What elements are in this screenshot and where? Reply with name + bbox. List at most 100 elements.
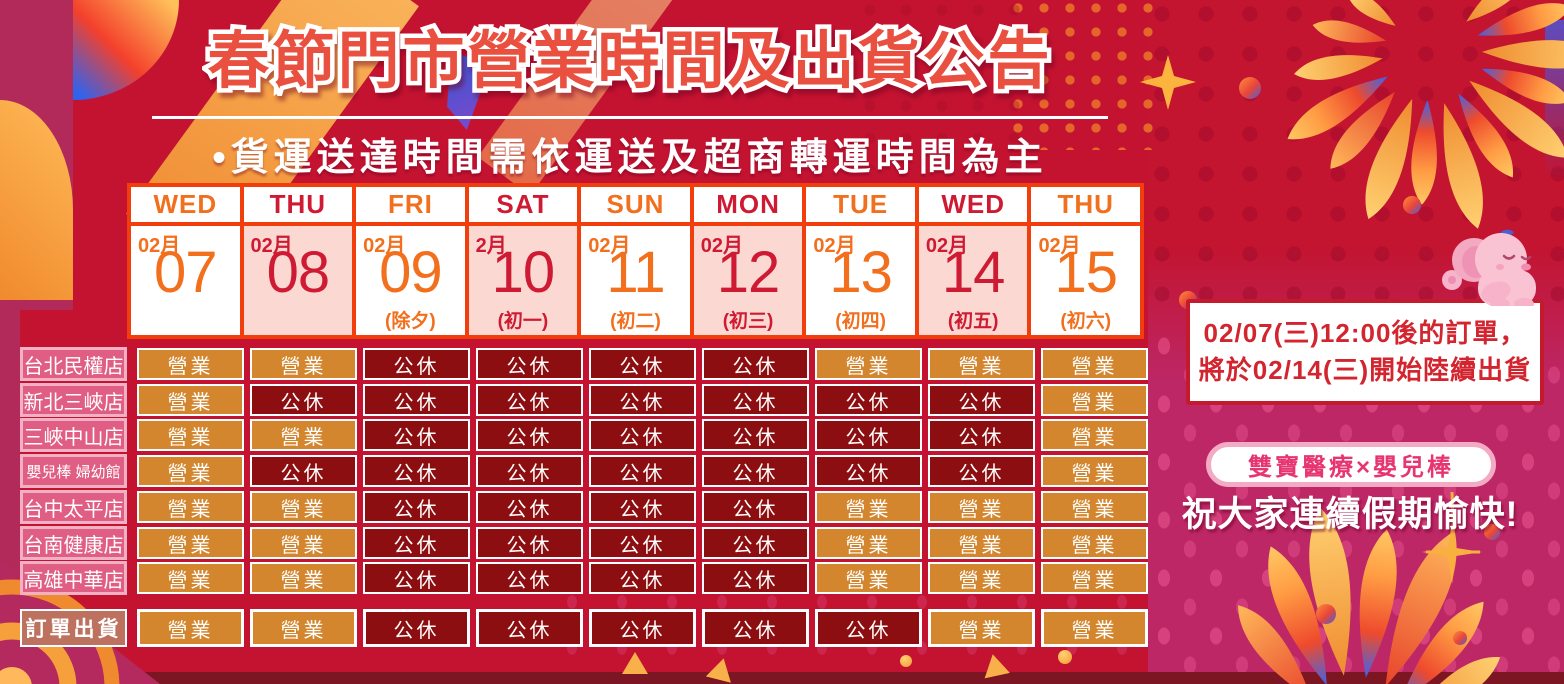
shipping-label: 訂單出貨 bbox=[20, 609, 127, 647]
store-label: 高雄中華店 bbox=[20, 561, 127, 595]
month-label: 02月 bbox=[813, 235, 856, 257]
schedule-cell: 公休 bbox=[363, 384, 470, 416]
schedule-cell: 公休 bbox=[928, 455, 1035, 487]
schedule-cell: 公休 bbox=[815, 384, 922, 416]
left-magenta-block bbox=[0, 0, 73, 310]
date-cell: 02月 12 (初三) bbox=[693, 226, 803, 335]
schedule-cell: 公休 bbox=[589, 491, 696, 523]
schedule-cell: 營業 bbox=[928, 609, 1035, 647]
schedule-cell: 公休 bbox=[589, 609, 696, 647]
schedule-cell: 營業 bbox=[137, 609, 244, 647]
date-cell: 02月 07 bbox=[131, 226, 240, 335]
schedule-cell: 公休 bbox=[589, 455, 696, 487]
date-number: 09 bbox=[379, 240, 443, 305]
schedule-cell: 公休 bbox=[815, 419, 922, 451]
weekday-cell: THU bbox=[1031, 187, 1140, 222]
date-number: 14 bbox=[941, 240, 1006, 305]
schedule-cell: 營業 bbox=[250, 348, 357, 380]
weekday-cell: SUN bbox=[581, 187, 690, 222]
left-magenta-strip bbox=[0, 310, 20, 684]
date-number: 10 bbox=[491, 240, 556, 305]
schedule-cell: 公休 bbox=[363, 419, 470, 451]
store-row: 台中太平店 營業 營業 公休 公休 公休 公休 營業 營業 營業 bbox=[20, 490, 1148, 524]
schedule-cell: 營業 bbox=[815, 348, 922, 380]
schedule-cell: 公休 bbox=[702, 562, 809, 594]
schedule-cell: 營業 bbox=[1041, 491, 1148, 523]
schedule-cell: 公休 bbox=[476, 348, 583, 380]
schedule-cell: 營業 bbox=[137, 419, 244, 451]
schedule-cell: 公休 bbox=[476, 562, 583, 594]
store-row: 新北三峽店 營業 公休 公休 公休 公休 公休 公休 公休 營業 bbox=[20, 383, 1148, 417]
elephant-mascot-icon bbox=[1442, 229, 1536, 306]
schedule-cell: 公休 bbox=[476, 419, 583, 451]
date-note: (除夕) bbox=[385, 311, 436, 332]
date-cell: 02月 15 (初六) bbox=[1031, 226, 1140, 335]
schedule-cell: 營業 bbox=[1041, 562, 1148, 594]
schedule-cell: 公休 bbox=[928, 419, 1035, 451]
schedule-cell: 公休 bbox=[363, 609, 470, 647]
schedule-cell: 公休 bbox=[363, 562, 470, 594]
schedule-cell: 營業 bbox=[250, 527, 357, 559]
schedule-cell: 營業 bbox=[250, 491, 357, 523]
schedule-cell: 營業 bbox=[1041, 455, 1148, 487]
schedule-cell: 公休 bbox=[589, 384, 696, 416]
date-note: (初五) bbox=[947, 311, 999, 332]
date-cell: 02月 13 (初四) bbox=[806, 226, 915, 335]
schedule-cell: 營業 bbox=[1041, 527, 1148, 559]
weekday-cell: WED bbox=[131, 187, 240, 222]
schedule-cell: 公休 bbox=[250, 384, 357, 416]
schedule-cell: 營業 bbox=[137, 562, 244, 594]
greeting-message: 祝大家連續假期愉快! bbox=[1181, 495, 1519, 534]
store-row: 嬰兒棒 婦幼館 營業 公休 公休 公休 公休 公休 公休 公休 營業 bbox=[20, 454, 1148, 488]
shipping-notice-line1: 02/07(三)12:00後的訂單， bbox=[1203, 318, 1527, 349]
schedule-cell: 營業 bbox=[1041, 348, 1148, 380]
weekday-cell: FRI bbox=[356, 187, 465, 222]
schedule-cell: 公休 bbox=[363, 527, 470, 559]
store-row: 三峽中山店 營業 營業 公休 公休 公休 公休 公休 公休 營業 bbox=[20, 418, 1148, 452]
store-row: 高雄中華店 營業 營業 公休 公休 公休 公休 營業 營業 營業 bbox=[20, 561, 1148, 595]
schedule-cell: 公休 bbox=[702, 348, 809, 380]
schedule-cell: 公休 bbox=[363, 491, 470, 523]
shipping-notice-line2: 將於02/14(三)開始陸續出貨 bbox=[1198, 355, 1532, 385]
schedule-cell: 公休 bbox=[815, 455, 922, 487]
schedule-cell: 營業 bbox=[1041, 609, 1148, 647]
schedule-cell: 營業 bbox=[137, 455, 244, 487]
shipping-row: 訂單出貨 營業 營業 公休 公休 公休 公休 公休 營業 營業 bbox=[20, 609, 1148, 647]
month-label: 02月 bbox=[700, 235, 744, 257]
gold-triangle bbox=[622, 652, 648, 674]
schedule-cell: 公休 bbox=[702, 527, 809, 559]
month-label: 02月 bbox=[925, 235, 969, 257]
weekday-cell: WED bbox=[918, 187, 1028, 222]
store-label: 台南健康店 bbox=[20, 526, 127, 560]
schedule-cell: 公休 bbox=[476, 491, 583, 523]
date-number: 11 bbox=[606, 240, 665, 305]
schedule-cell: 營業 bbox=[815, 527, 922, 559]
schedule-cell: 營業 bbox=[137, 527, 244, 559]
date-number: 13 bbox=[829, 240, 893, 305]
month-label: 02月 bbox=[1038, 235, 1081, 257]
schedule-cell: 公休 bbox=[589, 562, 696, 594]
weekday-cell: THU bbox=[243, 187, 353, 222]
date-number: 12 bbox=[716, 240, 781, 305]
weekday-cell: MON bbox=[693, 187, 803, 222]
date-cell: 2月 10 (初一) bbox=[468, 226, 578, 335]
schedule-cell: 營業 bbox=[815, 562, 922, 594]
month-label: 02月 bbox=[588, 235, 631, 257]
schedule-cell: 營業 bbox=[137, 348, 244, 380]
schedule-cell: 公休 bbox=[702, 609, 809, 647]
store-row: 台北民權店 營業 營業 公休 公休 公休 公休 營業 營業 營業 bbox=[20, 347, 1148, 381]
schedule-cell: 公休 bbox=[476, 527, 583, 559]
date-number: 08 bbox=[266, 240, 331, 305]
orange-quarter-circle bbox=[0, 100, 73, 300]
schedule-cell: 營業 bbox=[928, 491, 1035, 523]
sparkle-icon bbox=[1140, 55, 1196, 110]
schedule-cell: 公休 bbox=[589, 527, 696, 559]
schedule-cell: 營業 bbox=[928, 527, 1035, 559]
calendar-header: WED THU FRI SAT SUN MON TUE WED THU 02月 07 02月 08 02月… bbox=[127, 183, 1144, 339]
date-note: (初三) bbox=[722, 311, 774, 332]
title-divider bbox=[152, 116, 1108, 119]
schedule-cell: 公休 bbox=[589, 348, 696, 380]
date-note: (初一) bbox=[497, 311, 549, 332]
date-note: (初四) bbox=[835, 311, 886, 332]
